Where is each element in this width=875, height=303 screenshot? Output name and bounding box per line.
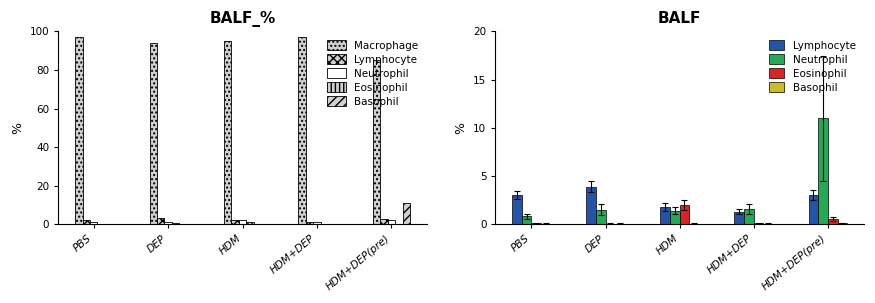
Legend: Lymphocyte, Neutrophil, Eosinophil, Basophil: Lymphocyte, Neutrophil, Eosinophil, Baso…	[766, 37, 858, 96]
Title: BALF: BALF	[658, 11, 702, 26]
Bar	[734, 211, 744, 224]
Bar	[388, 220, 396, 224]
Bar	[298, 37, 306, 224]
Bar	[246, 222, 254, 224]
Bar	[75, 37, 82, 224]
Bar	[381, 219, 388, 224]
Bar	[531, 223, 541, 224]
Bar	[82, 220, 90, 224]
Bar	[680, 205, 690, 224]
Bar	[373, 60, 381, 224]
Bar	[172, 223, 179, 224]
Bar	[522, 216, 531, 224]
Bar	[224, 41, 231, 224]
Bar	[512, 195, 522, 224]
Bar	[808, 195, 818, 224]
Bar	[818, 118, 828, 224]
Y-axis label: %: %	[455, 122, 467, 134]
Bar	[837, 223, 847, 224]
Bar	[586, 187, 596, 224]
Y-axis label: %: %	[11, 122, 24, 134]
Bar	[744, 209, 753, 224]
Bar	[661, 207, 670, 224]
Bar	[164, 222, 172, 224]
Bar	[670, 211, 680, 224]
Bar	[313, 222, 321, 224]
Bar	[90, 222, 97, 224]
Legend: Macrophage, Lymphocyte, Neutrophil, Eosinophil, Basophil: Macrophage, Lymphocyte, Neutrophil, Eosi…	[324, 37, 422, 110]
Bar	[231, 220, 239, 224]
Bar	[239, 220, 246, 224]
Title: BALF_%: BALF_%	[209, 11, 276, 27]
Bar	[150, 43, 157, 224]
Bar	[402, 203, 410, 224]
Bar	[596, 210, 605, 224]
Bar	[753, 223, 763, 224]
Bar	[828, 219, 837, 224]
Bar	[157, 218, 164, 224]
Bar	[306, 222, 313, 224]
